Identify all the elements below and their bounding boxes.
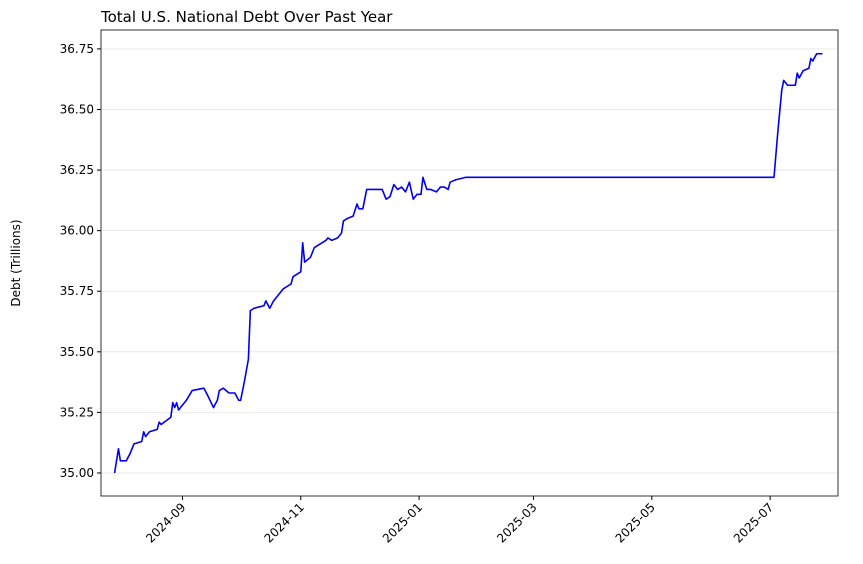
y-tick-label: 35.00: [60, 466, 94, 480]
plot-frame: [100, 29, 839, 497]
x-tick-label: 2025-01: [380, 500, 425, 545]
y-tick-label: 35.50: [60, 345, 94, 359]
data-line: [113, 52, 823, 474]
y-tick-label: 35.25: [60, 405, 94, 419]
x-tick-label: 2024-09: [143, 500, 188, 545]
x-tick-label: 2024-11: [262, 500, 307, 545]
y-tick-label: 36.50: [60, 102, 94, 116]
y-axis-label: Debt (Trillions): [9, 219, 23, 306]
x-tick-label: 2025-07: [731, 500, 776, 545]
chart-title: Total U.S. National Debt Over Past Year: [100, 8, 393, 26]
x-tick-label: 2025-03: [494, 500, 539, 545]
y-tick-label: 35.75: [60, 284, 94, 298]
y-tick-label: 36.25: [60, 163, 94, 177]
x-tick-label: 2025-05: [613, 500, 658, 545]
y-tick-label: 36.75: [60, 42, 94, 56]
y-tick-label: 36.00: [60, 224, 94, 238]
